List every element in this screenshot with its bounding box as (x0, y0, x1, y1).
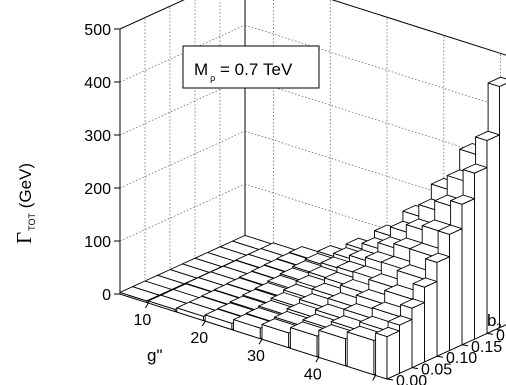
z-grid-left-1 (119, 183, 246, 242)
bar-front-9-0 (375, 332, 388, 380)
z-grid-left-2 (119, 130, 246, 189)
y-axis-title: b2 (487, 311, 501, 332)
bar-top-9-3 (412, 277, 438, 288)
bar-top-9-4 (425, 252, 450, 263)
bar-top-9-1 (387, 315, 413, 326)
bar-9-0 (375, 326, 400, 380)
x-axis-title: g" (147, 346, 163, 365)
bar-side-9-3 (424, 281, 438, 363)
bar-side-9-2 (411, 302, 425, 369)
z-grid-back-3 (244, 77, 506, 162)
bar-top-9-9 (487, 76, 506, 87)
bar-side-9-6 (461, 198, 475, 346)
y-tick-mark-4 (486, 332, 494, 335)
z-tick-label-0: 0 (102, 287, 111, 304)
y-axis-title-sub: 2 (496, 322, 501, 332)
annotation-frame (182, 45, 320, 89)
bar-side-9-4 (436, 256, 450, 357)
y-tick-mark-2 (436, 355, 444, 358)
bar-top-9-7 (462, 163, 488, 174)
y-tick-mark-0 (386, 378, 394, 381)
bar-top-0-0 (119, 286, 160, 302)
y-tick-label-1: 0.05 (421, 362, 452, 379)
y-tick-label-2: 0.10 (446, 350, 477, 367)
annotation-rest: = 0.7 TeV (215, 60, 293, 79)
bar-side-9-5 (449, 228, 463, 351)
z-tick-label-2: 200 (84, 181, 111, 198)
y-tick-label-0: 0.00 (396, 373, 427, 385)
bar-top-9-6 (450, 194, 475, 205)
x-tick-mark-3 (315, 357, 320, 363)
y-tick-mark-1 (411, 367, 419, 370)
x-tick-label-2: 30 (247, 348, 265, 365)
z-tick-label-5: 500 (84, 22, 111, 39)
bar-top-9-0 (375, 326, 400, 338)
x-tick-mark-0 (144, 302, 149, 309)
x-tick-label-0: 10 (134, 312, 152, 329)
y-tick-mark-3 (461, 344, 469, 347)
bar-side-9-9 (499, 83, 506, 329)
x-tick-mark-1 (201, 320, 206, 327)
annotation-sub: ρ (210, 73, 215, 83)
bar-side-9-7 (474, 167, 488, 340)
x-tick-label-1: 20 (190, 330, 208, 347)
z-grid-back-4 (244, 24, 506, 109)
z-grid-back-1 (244, 183, 506, 268)
chart-bars (119, 76, 506, 380)
y-axis-title-main: b (487, 311, 496, 330)
chart-ticks: 010020030040050010203040500.000.050.100.… (84, 22, 506, 385)
bar-side-9-8 (486, 134, 500, 334)
bar-top-9-2 (400, 298, 425, 309)
z-tick-label-4: 400 (84, 75, 111, 92)
y-tick-label-4: 0.20 (496, 327, 506, 344)
bar-side-9-0 (386, 330, 400, 380)
z-axis-title-sub: TOT (27, 213, 37, 231)
z-axis-title: ΓTOT (GeV) (12, 163, 37, 244)
z-axis-title-rest: (GeV) (16, 163, 35, 213)
bar-top-9-5 (437, 224, 463, 235)
bar-side-9-1 (399, 318, 413, 374)
annotation-main: M (194, 60, 208, 79)
y-tick-label-3: 0.15 (471, 339, 502, 356)
z-tick-label-1: 100 (84, 234, 111, 251)
z-grid-back-2 (244, 130, 506, 215)
x-tick-label-3: 40 (304, 366, 322, 383)
bar-top-9-8 (475, 130, 500, 141)
x-tick-mark-4 (372, 375, 377, 381)
x-tick-mark-2 (258, 338, 263, 345)
z-axis-title-main: Γ (12, 232, 36, 244)
z-tick-label-3: 300 (84, 128, 111, 145)
